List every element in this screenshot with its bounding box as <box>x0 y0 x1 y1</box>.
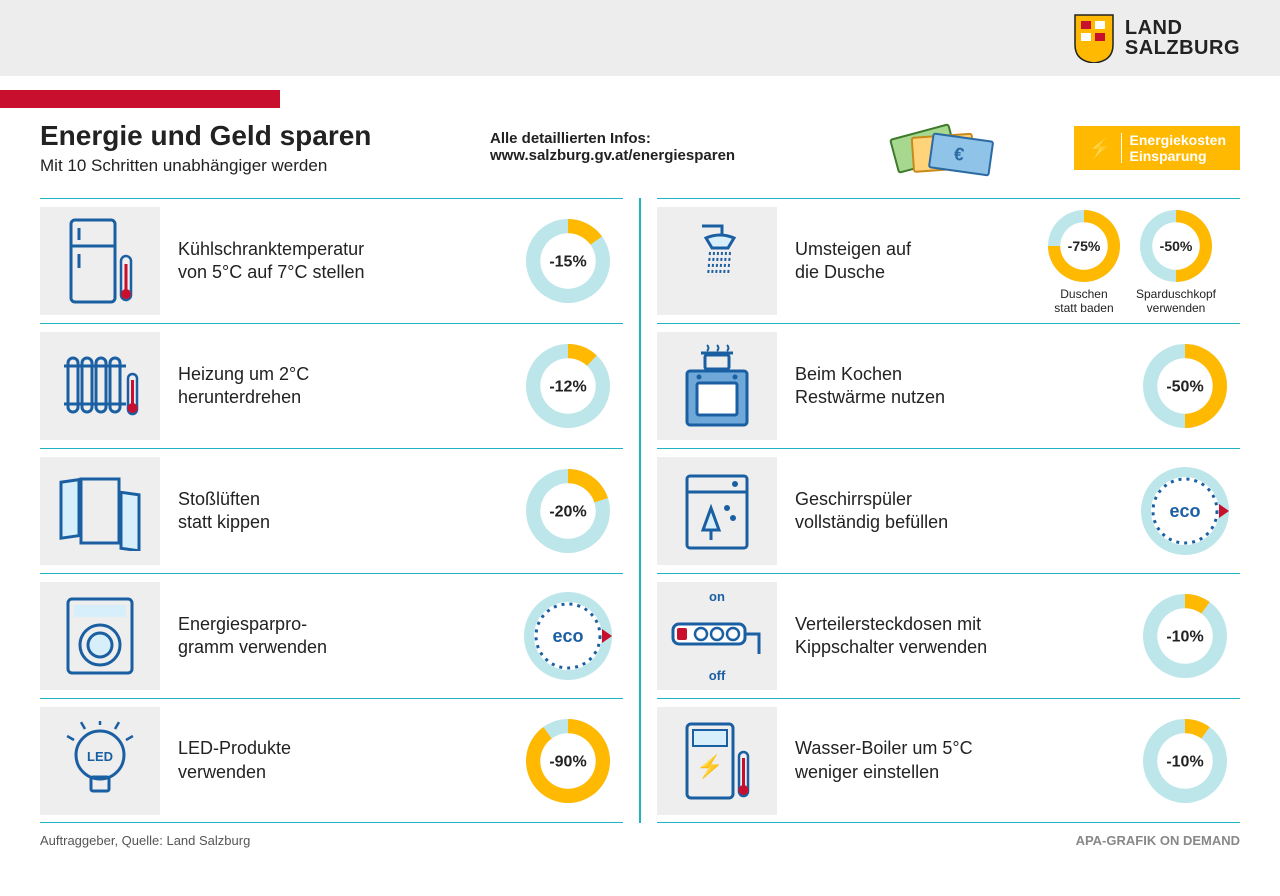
badge-line2: Einsparung <box>1130 148 1226 164</box>
tip-row-cooking: Beim KochenRestwärme nutzen -50% <box>657 323 1240 448</box>
info-label: Alle detaillierten Infos: <box>490 130 830 147</box>
cooking-icon <box>657 332 777 440</box>
tip-row-boiler: ⚡Wasser-Boiler um 5°Cweniger einstellen … <box>657 698 1240 823</box>
fridge-icon <box>40 207 160 315</box>
tip-row-shower: Umsteigen aufdie Dusche -75% Duschenstat… <box>657 198 1240 323</box>
savings-indicator: eco <box>1130 465 1240 557</box>
tip-row-airing: Stoßlüftenstatt kippen -20% <box>40 448 623 573</box>
savings-indicator: -90% <box>513 715 623 807</box>
powerstrip-icon: onoff <box>657 582 777 690</box>
tip-label: Beim KochenRestwärme nutzen <box>795 363 1112 410</box>
svg-text:LED: LED <box>87 749 113 764</box>
savings-indicator: -12% <box>513 340 623 432</box>
svg-text:-50%: -50% <box>1160 238 1193 254</box>
tip-row-powerstrip: onoff Verteilersteckdosen mitKippschalter… <box>657 573 1240 698</box>
svg-text:-90%: -90% <box>549 753 586 770</box>
svg-text:eco: eco <box>552 626 583 646</box>
tip-label: Stoßlüftenstatt kippen <box>178 488 495 535</box>
tip-row-heating: Heizung um 2°Cherunterdrehen -12% <box>40 323 623 448</box>
tip-label: Heizung um 2°Cherunterdrehen <box>178 363 495 410</box>
page-subtitle: Mit 10 Schritten unabhängiger werden <box>40 156 460 176</box>
footer: Auftraggeber, Quelle: Land Salzburg APA-… <box>0 823 1280 848</box>
footer-source: Auftraggeber, Quelle: Land Salzburg <box>40 833 250 848</box>
led-icon: LED <box>40 707 160 815</box>
footer-credit: APA-GRAFIK ON DEMAND <box>1076 833 1240 848</box>
svg-text:-75%: -75% <box>1068 238 1101 254</box>
tip-label: Wasser-Boiler um 5°Cweniger einstellen <box>795 737 1112 784</box>
badge-line1: Energiekosten <box>1130 132 1226 148</box>
eco-program-icon <box>40 582 160 690</box>
boiler-icon: ⚡ <box>657 707 777 815</box>
money-icon: € € € <box>860 120 1020 190</box>
crest-icon <box>1073 13 1115 63</box>
svg-text:⚡: ⚡ <box>696 754 723 780</box>
svg-text:eco: eco <box>1169 501 1200 521</box>
svg-text:-50%: -50% <box>1166 379 1203 396</box>
svg-text:-10%: -10% <box>1166 629 1203 646</box>
red-accent-bar <box>0 90 280 108</box>
column-right: Umsteigen aufdie Dusche -75% Duschenstat… <box>641 198 1240 823</box>
tip-row-led: LED LED-Produkteverwenden -90% <box>40 698 623 823</box>
page-title: Energie und Geld sparen <box>40 120 460 152</box>
tip-label: Verteilersteckdosen mitKippschalter verw… <box>795 613 1112 660</box>
badge-block: ⚡ Energiekosten Einsparung <box>1050 120 1240 170</box>
shower-icon <box>657 207 777 315</box>
info-url: www.salzburg.gv.at/energiesparen <box>490 147 830 164</box>
savings-indicator: -20% <box>513 465 623 557</box>
savings-indicator: -10% <box>1130 590 1240 682</box>
brand-logo: LAND SALZBURG <box>1073 13 1240 63</box>
savings-indicator: -50% <box>1130 340 1240 432</box>
info-block: Alle detaillierten Infos: www.salzburg.g… <box>490 120 830 164</box>
tip-row-dishwasher: Geschirrspülervollständig befüllen eco <box>657 448 1240 573</box>
tip-label: LED-Produkteverwenden <box>178 737 495 784</box>
airing-icon <box>40 457 160 565</box>
savings-indicator: eco <box>513 590 623 682</box>
tip-row-eco-program: Energiesparpro-gramm verwenden eco <box>40 573 623 698</box>
svg-text:-20%: -20% <box>549 504 586 521</box>
svg-text:-15%: -15% <box>549 254 586 271</box>
brand-line1: LAND <box>1125 18 1240 38</box>
bolt-icon: ⚡ <box>1088 136 1113 161</box>
tip-label: Geschirrspülervollständig befüllen <box>795 488 1112 535</box>
heating-icon <box>40 332 160 440</box>
column-left: Kühlschranktemperaturvon 5°C auf 7°C ste… <box>40 198 641 823</box>
tip-row-fridge: Kühlschranktemperaturvon 5°C auf 7°C ste… <box>40 198 623 323</box>
tip-label: Energiesparpro-gramm verwenden <box>178 613 495 660</box>
badge-divider <box>1121 133 1122 163</box>
tip-label: Umsteigen aufdie Dusche <box>795 238 1002 285</box>
tips-grid: Kühlschranktemperaturvon 5°C auf 7°C ste… <box>0 198 1280 823</box>
dishwasher-icon <box>657 457 777 565</box>
savings-indicator: -75% Duschenstatt baden -50% Sparduschko… <box>1020 206 1240 316</box>
brand-line2: SALZBURG <box>1125 38 1240 58</box>
title-block: Energie und Geld sparen Mit 10 Schritten… <box>40 120 460 176</box>
brand-text: LAND SALZBURG <box>1125 18 1240 58</box>
savings-badge: ⚡ Energiekosten Einsparung <box>1074 126 1240 170</box>
tip-label: Kühlschranktemperaturvon 5°C auf 7°C ste… <box>178 238 495 285</box>
svg-text:-12%: -12% <box>549 379 586 396</box>
svg-text:-10%: -10% <box>1166 753 1203 770</box>
savings-indicator: -15% <box>513 215 623 307</box>
topbar: LAND SALZBURG <box>0 0 1280 76</box>
savings-indicator: -10% <box>1130 715 1240 807</box>
header: Energie und Geld sparen Mit 10 Schritten… <box>0 108 1280 198</box>
